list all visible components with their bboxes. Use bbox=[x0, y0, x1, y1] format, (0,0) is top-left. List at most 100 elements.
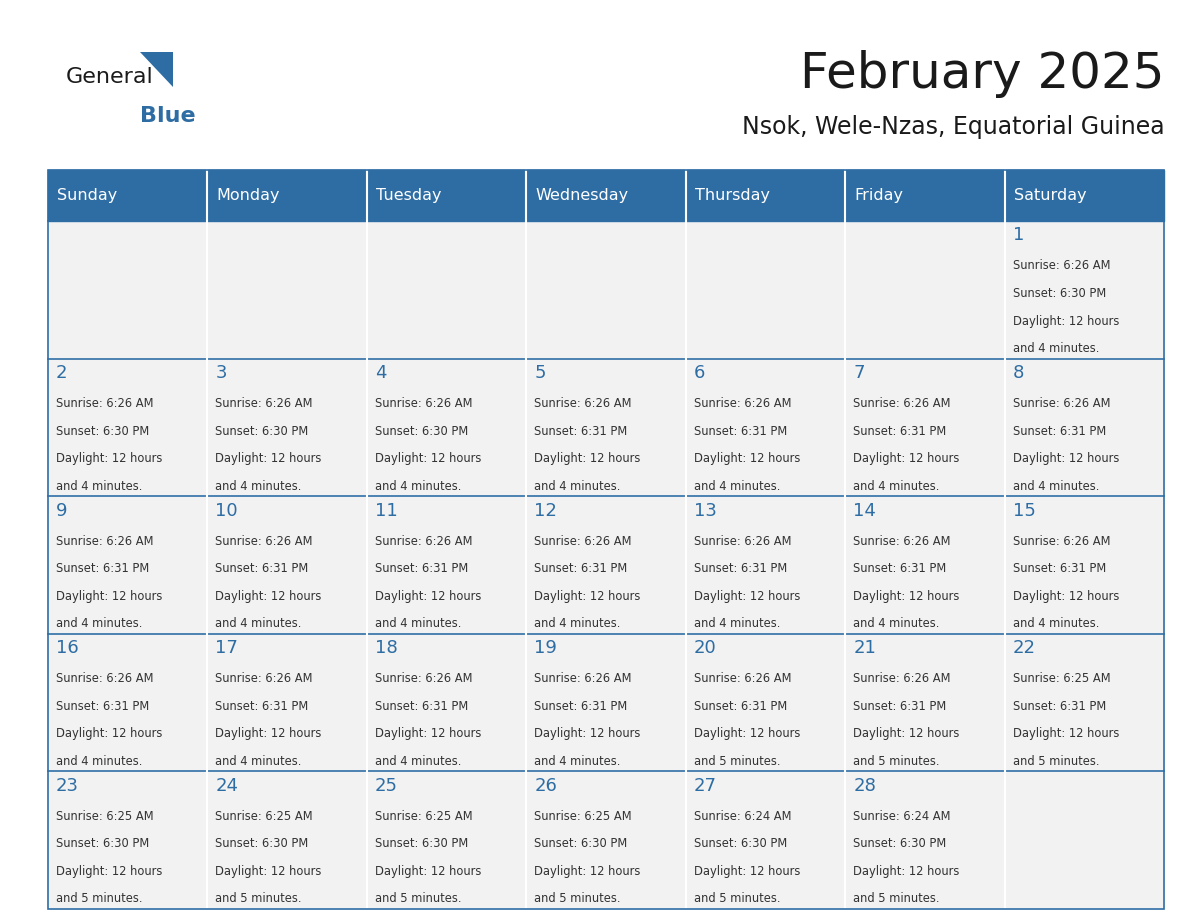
Text: 27: 27 bbox=[694, 777, 718, 795]
Text: and 5 minutes.: and 5 minutes. bbox=[1013, 755, 1100, 767]
Text: Sunrise: 6:26 AM: Sunrise: 6:26 AM bbox=[375, 397, 473, 410]
Text: and 5 minutes.: and 5 minutes. bbox=[694, 892, 781, 905]
Text: Sunrise: 6:24 AM: Sunrise: 6:24 AM bbox=[853, 810, 950, 823]
Text: Sunrise: 6:26 AM: Sunrise: 6:26 AM bbox=[853, 397, 950, 410]
Bar bbox=[845, 170, 1005, 221]
Text: 5: 5 bbox=[535, 364, 546, 382]
Text: Sunrise: 6:26 AM: Sunrise: 6:26 AM bbox=[1013, 397, 1111, 410]
Bar bbox=[207, 496, 367, 633]
Bar bbox=[367, 771, 526, 909]
Text: Daylight: 12 hours: Daylight: 12 hours bbox=[1013, 452, 1119, 465]
Bar bbox=[845, 633, 1005, 771]
Text: Daylight: 12 hours: Daylight: 12 hours bbox=[853, 589, 960, 602]
Text: and 4 minutes.: and 4 minutes. bbox=[56, 755, 143, 767]
Bar bbox=[845, 359, 1005, 496]
Text: Sunset: 6:31 PM: Sunset: 6:31 PM bbox=[56, 562, 148, 576]
Text: Sunset: 6:30 PM: Sunset: 6:30 PM bbox=[535, 837, 627, 850]
Text: Wednesday: Wednesday bbox=[536, 188, 628, 203]
Text: and 4 minutes.: and 4 minutes. bbox=[375, 617, 461, 630]
Text: Sunrise: 6:25 AM: Sunrise: 6:25 AM bbox=[375, 810, 473, 823]
Text: Blue: Blue bbox=[140, 106, 196, 126]
Bar bbox=[685, 496, 845, 633]
Bar bbox=[526, 771, 685, 909]
Text: Sunrise: 6:25 AM: Sunrise: 6:25 AM bbox=[535, 810, 632, 823]
Bar bbox=[367, 496, 526, 633]
Text: Daylight: 12 hours: Daylight: 12 hours bbox=[853, 865, 960, 878]
Text: Sunset: 6:30 PM: Sunset: 6:30 PM bbox=[375, 424, 468, 438]
Text: Sunset: 6:31 PM: Sunset: 6:31 PM bbox=[535, 562, 627, 576]
Text: Sunset: 6:31 PM: Sunset: 6:31 PM bbox=[853, 562, 947, 576]
Text: Sunset: 6:30 PM: Sunset: 6:30 PM bbox=[56, 837, 148, 850]
Text: Sunset: 6:30 PM: Sunset: 6:30 PM bbox=[1013, 287, 1106, 300]
Bar bbox=[1005, 221, 1164, 359]
Text: Sunrise: 6:26 AM: Sunrise: 6:26 AM bbox=[535, 672, 632, 685]
Text: Daylight: 12 hours: Daylight: 12 hours bbox=[375, 452, 481, 465]
Text: General: General bbox=[65, 67, 153, 87]
Text: Sunset: 6:31 PM: Sunset: 6:31 PM bbox=[215, 700, 309, 712]
Text: Sunset: 6:30 PM: Sunset: 6:30 PM bbox=[375, 837, 468, 850]
Text: Sunset: 6:31 PM: Sunset: 6:31 PM bbox=[694, 700, 788, 712]
Text: Daylight: 12 hours: Daylight: 12 hours bbox=[535, 865, 640, 878]
Bar bbox=[48, 170, 207, 221]
Text: Daylight: 12 hours: Daylight: 12 hours bbox=[535, 452, 640, 465]
Text: Daylight: 12 hours: Daylight: 12 hours bbox=[694, 727, 801, 740]
Bar bbox=[48, 170, 1164, 909]
Text: Sunrise: 6:26 AM: Sunrise: 6:26 AM bbox=[375, 672, 473, 685]
Text: Sunset: 6:31 PM: Sunset: 6:31 PM bbox=[535, 424, 627, 438]
Text: and 4 minutes.: and 4 minutes. bbox=[215, 755, 302, 767]
Text: Sunday: Sunday bbox=[57, 188, 118, 203]
Text: Tuesday: Tuesday bbox=[377, 188, 442, 203]
Text: 3: 3 bbox=[215, 364, 227, 382]
Text: 16: 16 bbox=[56, 639, 78, 657]
Text: Sunrise: 6:26 AM: Sunrise: 6:26 AM bbox=[215, 534, 312, 548]
Text: Daylight: 12 hours: Daylight: 12 hours bbox=[1013, 589, 1119, 602]
Text: Sunrise: 6:26 AM: Sunrise: 6:26 AM bbox=[853, 534, 950, 548]
Text: Daylight: 12 hours: Daylight: 12 hours bbox=[215, 865, 322, 878]
Bar bbox=[367, 633, 526, 771]
Text: Sunset: 6:31 PM: Sunset: 6:31 PM bbox=[694, 424, 788, 438]
Bar bbox=[1005, 771, 1164, 909]
Text: 7: 7 bbox=[853, 364, 865, 382]
Text: and 5 minutes.: and 5 minutes. bbox=[535, 892, 621, 905]
Text: and 5 minutes.: and 5 minutes. bbox=[694, 755, 781, 767]
Text: Sunset: 6:31 PM: Sunset: 6:31 PM bbox=[853, 424, 947, 438]
Bar bbox=[48, 221, 207, 359]
Text: 14: 14 bbox=[853, 501, 877, 520]
Bar bbox=[1005, 359, 1164, 496]
Text: and 4 minutes.: and 4 minutes. bbox=[56, 617, 143, 630]
Bar bbox=[845, 496, 1005, 633]
Bar bbox=[207, 170, 367, 221]
Text: 28: 28 bbox=[853, 777, 877, 795]
Text: Sunset: 6:31 PM: Sunset: 6:31 PM bbox=[1013, 700, 1106, 712]
Text: 24: 24 bbox=[215, 777, 239, 795]
Text: Monday: Monday bbox=[216, 188, 280, 203]
Text: 23: 23 bbox=[56, 777, 78, 795]
Text: 18: 18 bbox=[375, 639, 398, 657]
Bar bbox=[207, 771, 367, 909]
Text: Sunset: 6:31 PM: Sunset: 6:31 PM bbox=[375, 700, 468, 712]
Text: and 4 minutes.: and 4 minutes. bbox=[215, 617, 302, 630]
Text: 1: 1 bbox=[1013, 227, 1024, 244]
Bar bbox=[48, 771, 207, 909]
Text: 21: 21 bbox=[853, 639, 877, 657]
Text: and 4 minutes.: and 4 minutes. bbox=[535, 755, 621, 767]
Text: Daylight: 12 hours: Daylight: 12 hours bbox=[535, 589, 640, 602]
Bar bbox=[526, 359, 685, 496]
Text: 17: 17 bbox=[215, 639, 239, 657]
Text: Sunrise: 6:26 AM: Sunrise: 6:26 AM bbox=[535, 397, 632, 410]
Text: Nsok, Wele-Nzas, Equatorial Guinea: Nsok, Wele-Nzas, Equatorial Guinea bbox=[741, 115, 1164, 139]
Text: Sunrise: 6:25 AM: Sunrise: 6:25 AM bbox=[1013, 672, 1111, 685]
Text: 4: 4 bbox=[375, 364, 386, 382]
Text: and 5 minutes.: and 5 minutes. bbox=[56, 892, 143, 905]
Text: Sunrise: 6:26 AM: Sunrise: 6:26 AM bbox=[535, 534, 632, 548]
Text: and 4 minutes.: and 4 minutes. bbox=[853, 617, 940, 630]
Bar bbox=[48, 633, 207, 771]
Text: Sunrise: 6:26 AM: Sunrise: 6:26 AM bbox=[1013, 534, 1111, 548]
Text: 9: 9 bbox=[56, 501, 68, 520]
Text: Daylight: 12 hours: Daylight: 12 hours bbox=[375, 589, 481, 602]
Text: and 4 minutes.: and 4 minutes. bbox=[1013, 479, 1099, 493]
Bar bbox=[685, 359, 845, 496]
Text: and 5 minutes.: and 5 minutes. bbox=[853, 755, 940, 767]
Text: Daylight: 12 hours: Daylight: 12 hours bbox=[56, 452, 163, 465]
Text: Sunrise: 6:26 AM: Sunrise: 6:26 AM bbox=[694, 534, 791, 548]
